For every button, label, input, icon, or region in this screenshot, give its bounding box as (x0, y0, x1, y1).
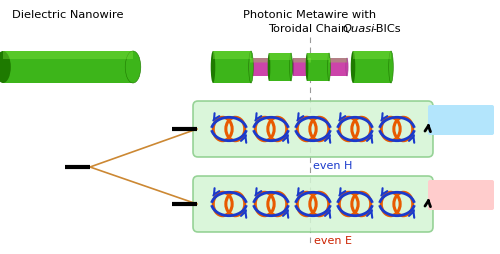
FancyBboxPatch shape (428, 180, 494, 210)
Ellipse shape (249, 59, 251, 77)
Text: TM active: TM active (431, 116, 491, 125)
FancyBboxPatch shape (250, 59, 270, 63)
FancyBboxPatch shape (293, 59, 311, 77)
Text: TE active: TE active (432, 190, 490, 200)
FancyBboxPatch shape (307, 54, 329, 82)
FancyBboxPatch shape (193, 102, 433, 157)
FancyBboxPatch shape (428, 106, 494, 135)
Text: Dielectric Nanowire: Dielectric Nanowire (12, 10, 124, 20)
FancyBboxPatch shape (213, 52, 251, 84)
FancyBboxPatch shape (269, 54, 291, 82)
FancyBboxPatch shape (269, 54, 291, 61)
Ellipse shape (328, 54, 330, 82)
Ellipse shape (210, 52, 216, 84)
Ellipse shape (350, 52, 356, 84)
Ellipse shape (310, 59, 312, 77)
Ellipse shape (125, 52, 141, 84)
Ellipse shape (248, 52, 254, 84)
FancyBboxPatch shape (250, 59, 270, 77)
Ellipse shape (0, 52, 11, 84)
Ellipse shape (269, 59, 271, 77)
FancyBboxPatch shape (293, 59, 311, 63)
Ellipse shape (346, 59, 348, 77)
Text: -BICs: -BICs (372, 24, 400, 34)
FancyBboxPatch shape (307, 54, 329, 61)
Ellipse shape (292, 59, 294, 77)
Ellipse shape (268, 54, 270, 82)
FancyBboxPatch shape (353, 52, 391, 60)
Text: Quasi: Quasi (343, 24, 375, 34)
FancyBboxPatch shape (213, 52, 251, 60)
FancyBboxPatch shape (3, 52, 133, 60)
Ellipse shape (388, 52, 394, 84)
FancyBboxPatch shape (3, 52, 133, 84)
Text: Toroidal Chain: Toroidal Chain (268, 24, 352, 34)
FancyBboxPatch shape (329, 59, 347, 63)
FancyBboxPatch shape (193, 176, 433, 232)
Text: even H: even H (314, 160, 352, 170)
Ellipse shape (290, 54, 292, 82)
Text: Photonic Metawire with: Photonic Metawire with (244, 10, 376, 20)
Text: even E: even E (314, 235, 352, 245)
Ellipse shape (306, 54, 308, 82)
Ellipse shape (328, 59, 330, 77)
FancyBboxPatch shape (353, 52, 391, 84)
FancyBboxPatch shape (329, 59, 347, 77)
